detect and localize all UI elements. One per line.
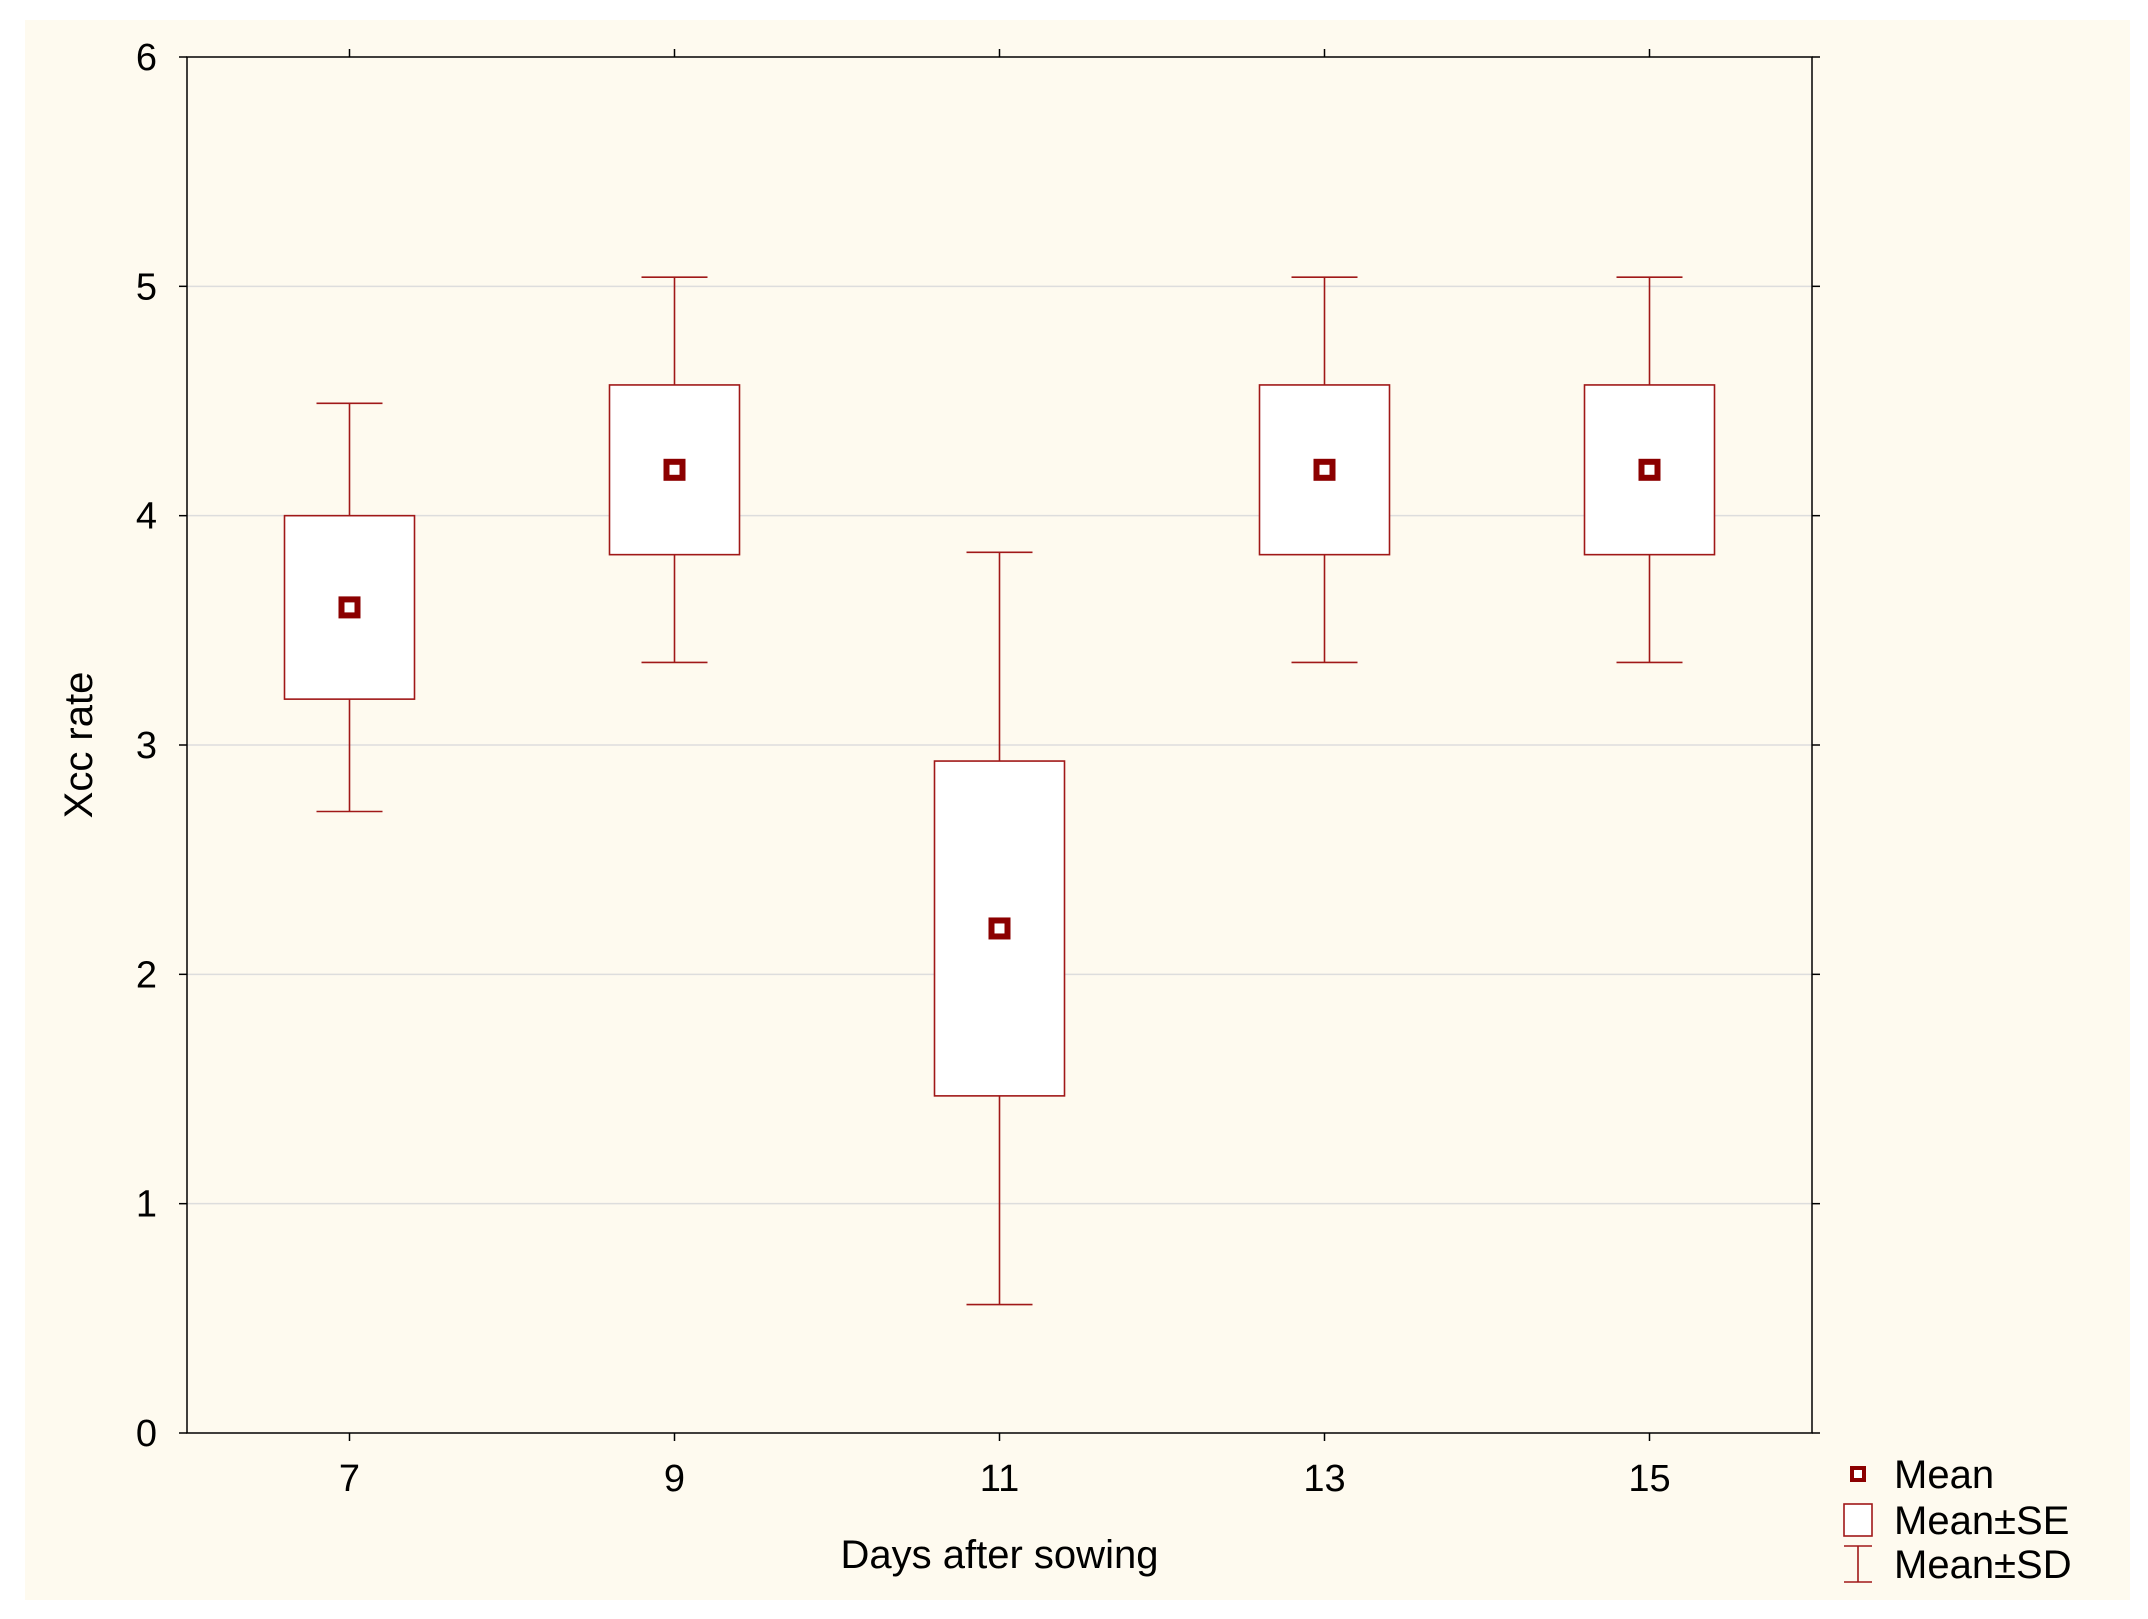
mean-marker-center xyxy=(344,602,355,613)
x-tick-label: 13 xyxy=(1303,1458,1345,1500)
mean-marker-center xyxy=(994,923,1005,934)
x-tick-label: 9 xyxy=(664,1458,685,1500)
y-tick-label: 3 xyxy=(136,725,157,767)
chart-background xyxy=(25,20,2130,1600)
y-tick-label: 5 xyxy=(136,266,157,308)
box-group-15 xyxy=(1583,276,1716,664)
box-group-11 xyxy=(933,551,1066,1306)
legend-mean-symbol-center xyxy=(1854,1470,1862,1478)
box-group-13 xyxy=(1258,276,1391,664)
x-axis-title: Days after sowing xyxy=(841,1533,1159,1577)
y-tick-label: 0 xyxy=(136,1413,157,1455)
legend-item-sd: Mean±SD xyxy=(1844,1543,2072,1587)
y-tick-label: 4 xyxy=(136,496,157,538)
mean-marker-center xyxy=(669,464,680,475)
y-tick-label: 2 xyxy=(136,954,157,996)
axis-ticks: 0 1 2 3 4 5 6 7 9 11 13 15 xyxy=(136,37,1820,1500)
x-tick-label: 15 xyxy=(1628,1458,1670,1500)
box-group-9 xyxy=(608,276,741,664)
legend-item-mean: Mean xyxy=(1850,1453,1994,1497)
x-tick-label: 7 xyxy=(339,1458,360,1500)
legend-se-label: Mean±SE xyxy=(1894,1499,2069,1543)
legend: Mean Mean±SE Mean±SD xyxy=(1843,1453,2072,1587)
legend-sd-whisker-symbol xyxy=(1844,1545,1872,1583)
y-tick-label: 6 xyxy=(136,37,157,79)
y-axis-title: Xcc rate xyxy=(57,672,101,819)
mean-marker-center xyxy=(1319,464,1330,475)
legend-item-se: Mean±SE xyxy=(1843,1499,2069,1543)
x-tick-label: 11 xyxy=(980,1458,1019,1500)
data-marks xyxy=(283,276,1716,1306)
legend-se-box-symbol xyxy=(1843,1503,1873,1537)
mean-marker-center xyxy=(1644,464,1655,475)
box-group-7 xyxy=(283,402,416,813)
legend-mean-label: Mean xyxy=(1894,1453,1994,1497)
legend-sd-label: Mean±SD xyxy=(1894,1543,2072,1587)
y-tick-label: 1 xyxy=(136,1184,157,1226)
